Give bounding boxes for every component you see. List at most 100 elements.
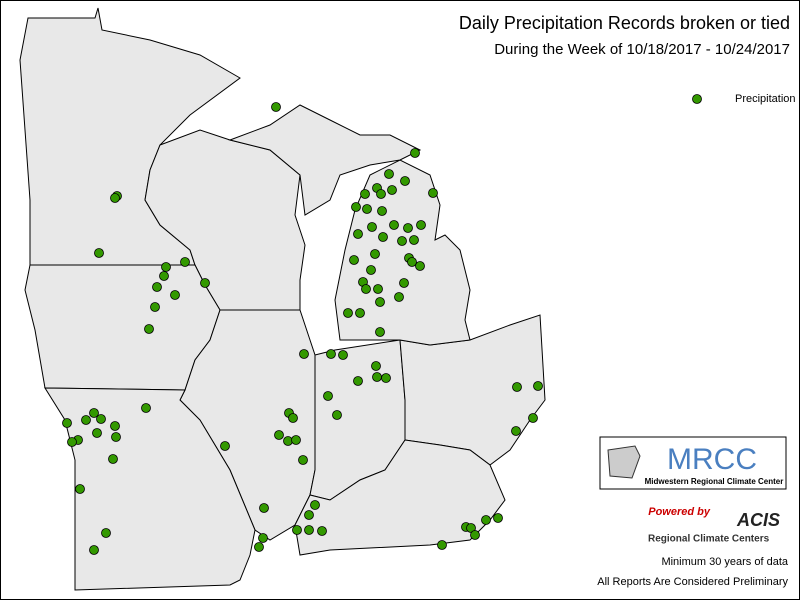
record-dot [89, 408, 99, 418]
record-dot [367, 222, 377, 232]
record-dot [299, 349, 309, 359]
record-dot [407, 257, 417, 267]
record-dot [110, 421, 120, 431]
record-dot [375, 297, 385, 307]
kentucky [294, 439, 506, 556]
record-dot [378, 232, 388, 242]
record-dot [394, 292, 404, 302]
record-dot [141, 403, 151, 413]
record-dot [75, 484, 85, 494]
record-dot [81, 415, 91, 425]
record-dot [400, 176, 410, 186]
record-dot [288, 413, 298, 423]
record-dot [259, 503, 269, 513]
record-dots [62, 102, 543, 555]
note: Minimum 30 years of data [661, 556, 788, 568]
record-dot [493, 513, 503, 523]
record-dot [323, 391, 333, 401]
record-dot [304, 525, 314, 535]
record-dot [384, 169, 394, 179]
record-dot [370, 249, 380, 259]
record-dot [376, 189, 386, 199]
record-dot [360, 189, 370, 199]
record-dot [274, 430, 284, 440]
record-dot [416, 220, 426, 230]
record-dot [381, 373, 391, 383]
record-dot [298, 455, 308, 465]
record-dot [353, 376, 363, 386]
record-dot [403, 223, 413, 233]
record-dot [362, 204, 372, 214]
record-dot [317, 526, 327, 536]
record-dot [355, 308, 365, 318]
record-dot [353, 229, 363, 239]
record-dot [377, 206, 387, 216]
record-dot [144, 324, 154, 334]
missouri [44, 387, 256, 591]
record-dot [67, 437, 77, 447]
record-dot [291, 435, 301, 445]
states [19, 7, 546, 591]
record-dot [170, 290, 180, 300]
record-dot [89, 545, 99, 555]
record-dot [271, 102, 281, 112]
powered-by: Powered by [648, 506, 711, 518]
record-dot [373, 284, 383, 294]
record-dot [150, 302, 160, 312]
record-dot [349, 255, 359, 265]
mrcc-name: Midwestern Regional Climate Center [645, 477, 784, 486]
record-dot [528, 413, 538, 423]
michigan-upper [228, 104, 422, 216]
record-dot [428, 188, 438, 198]
mrcc-icon [607, 445, 641, 479]
record-dot [152, 282, 162, 292]
record-dot [375, 327, 385, 337]
record-dot [415, 261, 425, 271]
record-dot [511, 426, 521, 436]
record-dot [159, 271, 169, 281]
legend-marker [692, 94, 702, 104]
record-dot [326, 349, 336, 359]
record-dot [200, 278, 210, 288]
record-dot [180, 257, 190, 267]
record-dot [409, 235, 419, 245]
acis-text: ACIS [736, 510, 780, 530]
record-dot [254, 542, 264, 552]
record-dot [304, 510, 314, 520]
record-dot [108, 454, 118, 464]
record-dot [481, 515, 491, 525]
record-dot [351, 202, 361, 212]
record-dot [470, 530, 480, 540]
record-dot [387, 185, 397, 195]
record-dot [92, 428, 102, 438]
record-dot [399, 278, 409, 288]
mrcc-text: MRCC [667, 443, 757, 476]
title: Daily Precipitation Records broken or ti… [459, 13, 790, 33]
record-dot [372, 372, 382, 382]
record-dot [220, 441, 230, 451]
record-dot [62, 418, 72, 428]
record-dot [338, 350, 348, 360]
record-dot [96, 414, 106, 424]
record-dot [410, 148, 420, 158]
record-dot [101, 528, 111, 538]
record-dot [366, 265, 376, 275]
record-dot [361, 284, 371, 294]
legend-label: Precipitation [735, 93, 796, 105]
record-dot [371, 361, 381, 371]
record-dot [111, 432, 121, 442]
record-dot [94, 248, 104, 258]
record-dot [389, 220, 399, 230]
record-dot [283, 436, 293, 446]
record-dot [332, 410, 342, 420]
record-dot [110, 193, 120, 203]
record-dot [258, 533, 268, 543]
record-dot [512, 382, 522, 392]
note: All Reports Are Considered Preliminary [597, 576, 788, 588]
record-dot [533, 381, 543, 391]
acis-name: Regional Climate Centers [648, 534, 770, 545]
subtitle: During the Week of 10/18/2017 - 10/24/20… [494, 41, 790, 58]
record-dot [161, 262, 171, 272]
